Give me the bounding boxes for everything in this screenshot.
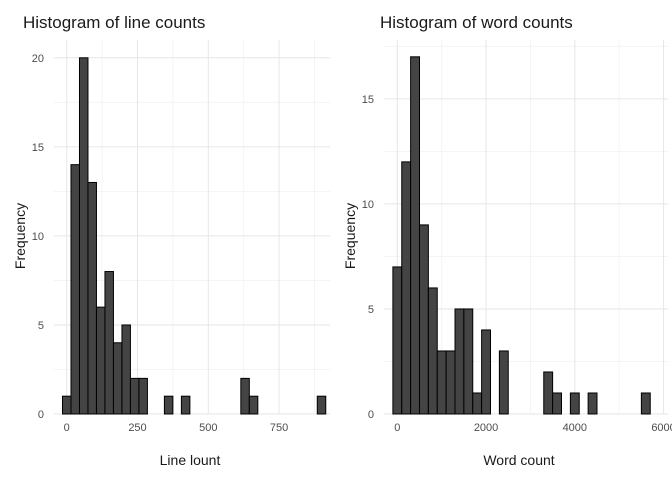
word-count-histogram-bar bbox=[427, 287, 438, 415]
line-count-bars bbox=[61, 57, 327, 415]
line-count-histogram-bar bbox=[78, 57, 89, 415]
word-count-histogram-bar bbox=[463, 308, 474, 415]
word-count-histogram-bar bbox=[587, 392, 598, 415]
word-count-histogram-bar bbox=[410, 56, 420, 415]
line-count-histogram-bar bbox=[95, 306, 106, 415]
word-count-histogram-bar bbox=[472, 392, 483, 415]
line-count-histogram-bar bbox=[129, 377, 140, 415]
word-count-histogram-bar bbox=[569, 392, 580, 415]
line-count-histogram-bar bbox=[240, 377, 250, 415]
word-count-histogram-bar bbox=[552, 392, 562, 415]
line-count-y-axis-title: Frequency bbox=[12, 203, 28, 269]
line-count-histogram-bar bbox=[121, 324, 131, 415]
word-count-histogram-bar bbox=[392, 266, 403, 415]
word-count-y-axis-title: Frequency bbox=[342, 203, 358, 269]
word-count-x-tick-label: 4000 bbox=[563, 422, 587, 434]
word-count-x-axis-title: Word count bbox=[483, 452, 554, 468]
line-count-histogram-bar bbox=[87, 181, 97, 415]
word-count-y-tick-label: 15 bbox=[362, 94, 374, 106]
line-count-histogram-bar bbox=[180, 395, 191, 415]
line-count-histogram-bar bbox=[112, 342, 123, 415]
line-count-y-tick-label: 20 bbox=[32, 53, 44, 65]
word-count-grid bbox=[384, 40, 668, 415]
line-count-x-ticks: 0 250 500 750 bbox=[64, 422, 289, 434]
line-count-y-ticks: 0 5 10 15 20 bbox=[32, 53, 44, 421]
word-count-y-tick-label: 5 bbox=[368, 304, 374, 316]
line-count-x-tick-label: 0 bbox=[64, 422, 70, 434]
line-count-histogram-bar bbox=[163, 395, 174, 415]
line-count-y-tick-label: 15 bbox=[32, 142, 44, 154]
line-count-histogram-bar bbox=[316, 395, 327, 415]
line-count-chart-title: Histogram of line counts bbox=[23, 13, 205, 32]
line-count-histogram-bar bbox=[138, 377, 148, 415]
line-count-y-tick-label: 0 bbox=[38, 409, 44, 421]
line-count-x-tick-label: 750 bbox=[270, 422, 288, 434]
word-count-histogram-bar bbox=[445, 350, 456, 415]
word-count-histogram-bar bbox=[436, 350, 447, 415]
word-count-histogram-bar bbox=[543, 371, 554, 415]
word-count-histogram-bar bbox=[401, 161, 412, 415]
word-count-y-tick-label: 0 bbox=[368, 409, 374, 421]
line-count-x-tick-label: 250 bbox=[128, 422, 146, 434]
line-count-histogram-panel: Histogram of line counts 0 250 500 750 0 5 10… bbox=[12, 13, 330, 468]
line-count-histogram-bar bbox=[61, 395, 72, 415]
word-count-y-tick-label: 10 bbox=[362, 199, 374, 211]
word-count-chart-title: Histogram of word counts bbox=[380, 13, 573, 32]
line-count-histogram-bar bbox=[104, 271, 114, 415]
word-count-bars bbox=[392, 56, 651, 415]
word-count-x-tick-label: 2000 bbox=[474, 422, 498, 434]
word-count-x-tick-label: 0 bbox=[394, 422, 400, 434]
word-count-y-ticks: 0 5 10 15 bbox=[362, 94, 374, 421]
word-count-histogram-bar bbox=[481, 329, 491, 415]
line-count-histogram-bar bbox=[248, 395, 259, 415]
line-count-histogram-bar bbox=[70, 164, 80, 415]
line-count-x-tick-label: 500 bbox=[199, 422, 217, 434]
line-count-y-tick-label: 10 bbox=[32, 231, 44, 243]
word-count-histogram-bar bbox=[419, 224, 429, 415]
line-count-x-axis-title: Line lount bbox=[160, 452, 221, 468]
line-count-grid bbox=[54, 40, 330, 415]
word-count-histogram-bar bbox=[498, 350, 509, 415]
word-count-histogram-bar bbox=[454, 308, 465, 415]
word-count-histogram-bar bbox=[640, 392, 651, 415]
line-count-y-tick-label: 5 bbox=[38, 320, 44, 332]
